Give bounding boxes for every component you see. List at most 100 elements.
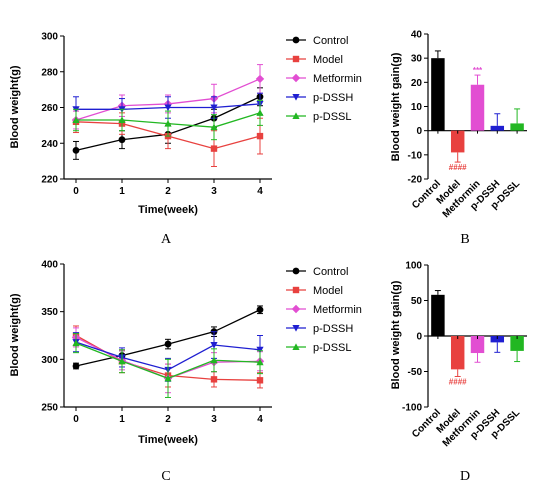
legend-entry: p-DSSL bbox=[313, 111, 352, 123]
y-tick-label: 50 bbox=[411, 296, 423, 307]
x-tick-label: 4 bbox=[257, 414, 263, 425]
legend-marker bbox=[292, 267, 300, 275]
bar-p-DSSL bbox=[510, 123, 524, 131]
x-axis-label: Time(week) bbox=[138, 204, 198, 216]
bar-Control bbox=[431, 294, 445, 336]
panel-letter-D: D bbox=[460, 469, 470, 484]
bar-Metformin bbox=[470, 336, 485, 354]
y-tick-label: -10 bbox=[408, 150, 423, 161]
legend-marker bbox=[292, 325, 300, 332]
x-tick-label: 0 bbox=[73, 186, 79, 197]
data-point bbox=[256, 132, 264, 140]
bar-Model bbox=[450, 336, 465, 370]
legend-entry: p-DSSH bbox=[313, 323, 353, 335]
x-tick-label: 3 bbox=[211, 414, 217, 425]
legend-marker bbox=[291, 304, 301, 314]
data-point bbox=[210, 145, 218, 152]
data-point bbox=[256, 358, 264, 366]
significance-annotation: #### bbox=[449, 163, 467, 172]
bar-Control bbox=[431, 58, 445, 131]
data-point bbox=[210, 342, 218, 349]
data-point bbox=[72, 362, 80, 370]
y-tick-label: 0 bbox=[416, 126, 422, 137]
chart-C: 250 300 350 400 0 1 2 3 4 Time(week) Blood weight(… bbox=[9, 260, 362, 447]
data-point bbox=[164, 104, 172, 112]
y-tick-label: 20 bbox=[411, 78, 423, 89]
data-point bbox=[256, 346, 264, 354]
chart-A: 220 240 260 280 300 0 1 2 3 4 Time(week) Blood weig… bbox=[9, 32, 362, 217]
bar-p-DSSH bbox=[490, 336, 505, 343]
panel-letter-A: A bbox=[161, 232, 172, 247]
significance-annotation: *** bbox=[473, 66, 483, 75]
bar-Metformin bbox=[470, 84, 485, 131]
legend-entry: p-DSSL bbox=[313, 342, 352, 354]
y-tick-label: -20 bbox=[408, 175, 423, 186]
y-axis-label: Blood weight(g) bbox=[9, 65, 21, 148]
panel-letter-B: B bbox=[460, 232, 469, 247]
legend-entry: Control bbox=[313, 266, 348, 278]
x-tick-label: 0 bbox=[73, 414, 79, 425]
data-point bbox=[118, 357, 126, 365]
data-point bbox=[256, 109, 264, 116]
y-tick-label: 220 bbox=[41, 175, 58, 186]
data-point bbox=[118, 136, 126, 144]
y-tick-label: 260 bbox=[41, 103, 58, 114]
bar-p-DSSH bbox=[490, 125, 505, 131]
y-tick-label: 240 bbox=[41, 139, 58, 150]
x-tick-label: 2 bbox=[165, 414, 171, 425]
y-tick-label: 30 bbox=[411, 54, 423, 65]
series-p-DSSL bbox=[72, 333, 264, 398]
y-tick-label: 300 bbox=[41, 32, 58, 43]
y-tick-label: 400 bbox=[41, 260, 58, 271]
data-point bbox=[256, 306, 264, 314]
data-point bbox=[164, 374, 172, 382]
data-point bbox=[210, 356, 218, 364]
legend-entry: Metformin bbox=[313, 73, 362, 85]
y-tick-label: 0 bbox=[416, 332, 422, 343]
data-point bbox=[72, 116, 80, 124]
y-tick-label: 40 bbox=[411, 30, 423, 41]
data-point bbox=[72, 339, 80, 347]
y-axis-label: Blood weight gain(g) bbox=[390, 52, 402, 161]
x-axis-label: Time(week) bbox=[138, 434, 198, 446]
y-axis-label: Blood weight gain(g) bbox=[390, 280, 402, 389]
y-tick-label: 100 bbox=[405, 261, 422, 272]
legend-marker bbox=[292, 286, 300, 294]
significance-annotation: #### bbox=[449, 377, 467, 386]
legend-entry: p-DSSH bbox=[313, 92, 353, 104]
x-tick-label: 3 bbox=[211, 186, 217, 197]
legend-marker bbox=[292, 94, 300, 101]
legend-entry: Control bbox=[313, 35, 348, 47]
data-point bbox=[118, 116, 126, 124]
x-tick-label: 4 bbox=[257, 186, 263, 197]
legend-marker bbox=[292, 112, 300, 119]
data-point bbox=[72, 147, 80, 154]
y-axis-label: Blood weight(g) bbox=[9, 293, 21, 376]
x-tick-label: 2 bbox=[165, 186, 171, 197]
bar-Model bbox=[450, 130, 465, 153]
y-tick-label: -100 bbox=[402, 403, 422, 414]
legend-marker bbox=[292, 36, 300, 44]
legend-marker bbox=[292, 55, 300, 63]
series-line bbox=[75, 309, 261, 367]
data-point bbox=[210, 376, 218, 383]
panel-letter-C: C bbox=[161, 469, 170, 484]
data-point bbox=[164, 340, 172, 348]
legend-marker bbox=[292, 343, 300, 350]
data-point bbox=[210, 104, 218, 112]
data-point bbox=[164, 119, 172, 127]
data-point bbox=[256, 377, 264, 384]
legend-entry: Model bbox=[313, 54, 343, 66]
y-tick-label: 10 bbox=[411, 102, 423, 113]
series-p-DSSL bbox=[72, 99, 264, 141]
y-tick-label: -50 bbox=[408, 367, 423, 378]
y-tick-label: 280 bbox=[41, 67, 58, 78]
y-tick-label: 300 bbox=[41, 355, 58, 366]
y-tick-label: 250 bbox=[41, 403, 58, 414]
data-point bbox=[210, 123, 218, 131]
legend-entry: Metformin bbox=[313, 304, 362, 316]
x-tick-label: 1 bbox=[119, 414, 125, 425]
